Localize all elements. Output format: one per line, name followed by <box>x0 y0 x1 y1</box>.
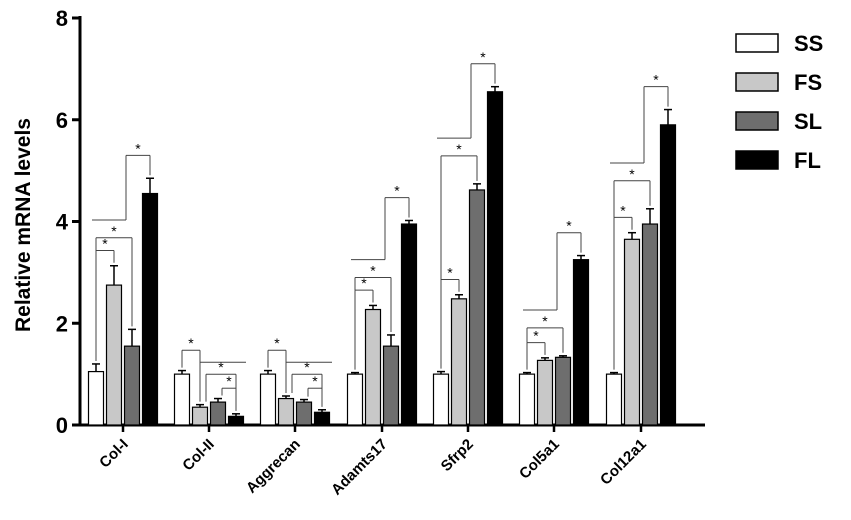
plot-area: 0 2 4 6 8 Col-I Col-II Aggrecan Adamts17 Sfrp2 Col… <box>56 6 705 499</box>
bar-FS-Aggrecan <box>277 397 295 426</box>
significance-star: * <box>218 359 224 375</box>
legend-swatch-FL <box>735 150 779 170</box>
y-tick-label: 8 <box>56 6 68 31</box>
legend: SS FS SL FL <box>735 31 823 173</box>
significance-star: * <box>135 140 141 156</box>
significance-star: * <box>102 235 108 251</box>
x-category-label: Col-I <box>96 436 132 472</box>
significance-star: * <box>566 218 572 234</box>
bar-SL-Aggrecan <box>295 401 313 426</box>
bar-SL-Sfrp2 <box>468 189 486 426</box>
bar-SL-Adamts17 <box>382 345 400 426</box>
significance-star: * <box>653 72 659 88</box>
significance-star: * <box>274 335 280 351</box>
significance-star: * <box>370 262 376 278</box>
bar-SL-Col12a1 <box>641 223 659 426</box>
x-category-label: Adamts17 <box>328 436 391 499</box>
significance-star: * <box>620 202 626 218</box>
x-category-label: Aggrecan <box>243 436 304 497</box>
bar-SL-Col-II <box>209 401 227 426</box>
legend-label-SL: SL <box>794 109 822 134</box>
bar-SL-Col-I <box>123 345 141 426</box>
bar-FL-Sfrp2 <box>486 91 504 426</box>
bar-SS-Col12a1 <box>605 373 623 426</box>
bar-FS-Sfrp2 <box>450 298 468 426</box>
significance-star: * <box>533 328 539 344</box>
y-tick-label: 4 <box>56 210 69 235</box>
x-category-label: Col-II <box>179 436 218 475</box>
bar-FS-Adamts17 <box>364 308 382 426</box>
bar-SS-Aggrecan <box>259 373 277 426</box>
x-category-label: Col12a1 <box>597 436 650 489</box>
significance-star: * <box>447 264 453 280</box>
significance-star: * <box>394 183 400 199</box>
significance-star: * <box>480 49 486 65</box>
y-axis-title: Relative mRNA levels <box>12 118 35 332</box>
significance-star: * <box>312 373 318 389</box>
y-tick-label: 0 <box>56 413 68 438</box>
bar-FL-Col-I <box>141 192 159 426</box>
bar-SS-Sfrp2 <box>432 373 450 426</box>
bar-FS-Col5a1 <box>536 359 554 426</box>
significance-star: * <box>226 373 232 389</box>
legend-label-FS: FS <box>794 70 822 95</box>
significance-star: * <box>456 141 462 157</box>
significance-star: * <box>304 359 310 375</box>
significance-star: * <box>629 166 635 182</box>
bar-FL-Col5a1 <box>572 259 590 426</box>
bar-FL-Aggrecan <box>313 411 331 426</box>
legend-label-SS: SS <box>794 31 823 56</box>
bar-FS-Col-I <box>105 284 123 426</box>
y-tick-label: 2 <box>56 311 68 336</box>
bar-FL-Col-II <box>227 415 245 426</box>
bar-SL-Col5a1 <box>554 356 572 426</box>
bar-SS-Col-II <box>173 373 191 426</box>
bar-FL-Col12a1 <box>659 124 677 426</box>
bar-SS-Col-I <box>87 370 105 426</box>
y-tick-label: 6 <box>56 108 68 133</box>
significance-star: * <box>361 275 367 291</box>
bar-FS-Col12a1 <box>623 238 641 426</box>
significance-star: * <box>111 223 117 239</box>
x-category-label: Col5a1 <box>516 436 563 483</box>
legend-swatch-SL <box>735 111 779 131</box>
legend-swatch-FS <box>735 72 779 92</box>
x-category-label: Sfrp2 <box>438 436 477 475</box>
bar-FS-Col-II <box>191 406 209 426</box>
significance-star: * <box>188 335 194 351</box>
bar-SS-Adamts17 <box>346 373 364 426</box>
bar-FL-Adamts17 <box>400 223 418 426</box>
legend-swatch-SS <box>735 33 779 53</box>
bar-SS-Col5a1 <box>518 373 536 426</box>
significance-star: * <box>542 313 548 329</box>
legend-label-FL: FL <box>794 148 821 173</box>
